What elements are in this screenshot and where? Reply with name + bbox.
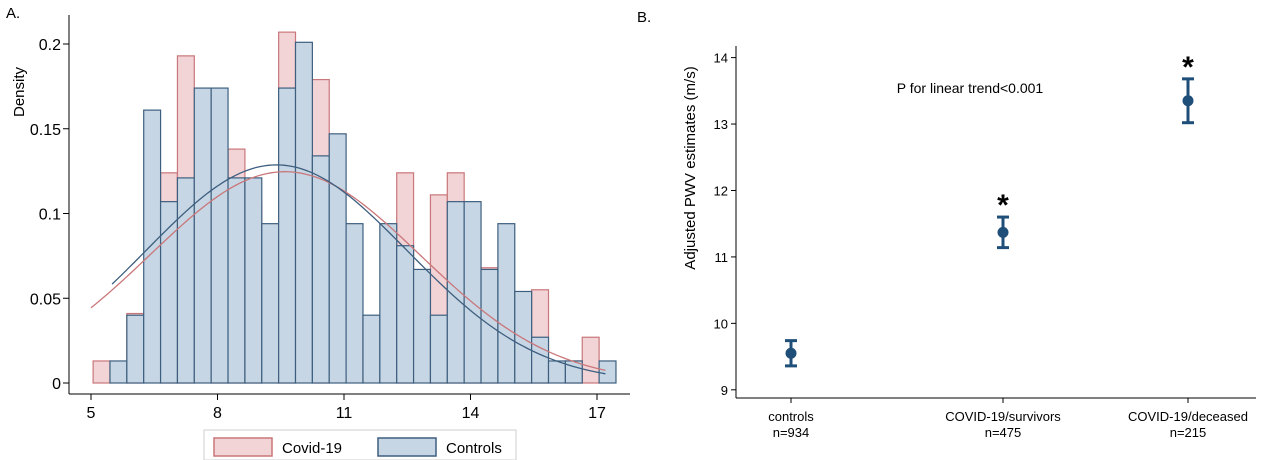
category-n-label: n=215 bbox=[1170, 425, 1207, 440]
controls-bar bbox=[210, 87, 229, 384]
controls-bar bbox=[193, 87, 212, 384]
controls-bar bbox=[497, 223, 516, 384]
panel-a-y-tick-label: 0.05 bbox=[30, 291, 61, 308]
controls-bar bbox=[531, 336, 550, 384]
panel-a-y-axis-label: Density bbox=[11, 66, 28, 117]
controls-bar bbox=[396, 245, 415, 384]
panel-a-x-tick-label: 11 bbox=[336, 405, 353, 422]
estimate-point bbox=[997, 226, 1009, 238]
covid-19-density-curve bbox=[90, 171, 606, 372]
linear-trend-annotation: P for linear trend<0.001 bbox=[897, 80, 1044, 96]
controls-bar bbox=[345, 223, 364, 384]
category-label: COVID-19/deceased bbox=[1128, 409, 1248, 424]
legend-swatch-controls bbox=[377, 437, 437, 457]
controls-bar bbox=[126, 314, 145, 384]
controls-bar bbox=[261, 223, 280, 384]
panel-a-label: A. bbox=[6, 5, 20, 22]
controls-bar bbox=[159, 201, 179, 384]
controls-bar bbox=[412, 268, 432, 384]
panel-a-y-tick-label: 0.2 bbox=[39, 37, 61, 54]
controls-bar bbox=[514, 290, 533, 384]
legend-label-covid-19: Covid-19 bbox=[282, 440, 342, 457]
controls-bar bbox=[598, 360, 617, 384]
panel-a-x-tick-label: 5 bbox=[87, 405, 96, 422]
controls-bar bbox=[379, 223, 398, 384]
panel-b-y-tick-label: 10 bbox=[714, 316, 728, 331]
controls-bar bbox=[328, 133, 347, 384]
panel-a-histogram: A. Density 0 0.05 0.1 0.15 0.2 5 8 11 14 17 Covid… bbox=[6, 5, 630, 460]
controls-bar bbox=[480, 268, 499, 384]
panel-b-y-tick-label: 12 bbox=[714, 183, 728, 198]
legend-swatch-covid-19 bbox=[213, 437, 273, 457]
controls-bar bbox=[362, 314, 381, 384]
controls-bar bbox=[547, 360, 566, 384]
panel-b-y-tick-label: 9 bbox=[721, 383, 728, 398]
category-label: controls bbox=[768, 409, 814, 424]
category-n-label: n=475 bbox=[985, 425, 1022, 440]
panel-a-y-tick-label: 0.15 bbox=[30, 122, 61, 139]
controls-bar bbox=[176, 177, 195, 384]
density-curves bbox=[90, 164, 606, 375]
category-label: COVID-19/survivors bbox=[945, 409, 1061, 424]
panel-b-estimates: B. Adjusted PWV estimates (m/s) P for li… bbox=[637, 9, 1256, 440]
legend-label-controls: Controls bbox=[446, 440, 502, 457]
estimate-point bbox=[785, 347, 797, 359]
covid-19-bar bbox=[581, 336, 600, 384]
controls-bars bbox=[109, 41, 617, 384]
significance-marker: * bbox=[1182, 51, 1194, 84]
controls-bar bbox=[244, 177, 263, 384]
panel-b-label: B. bbox=[637, 9, 651, 26]
panel-a-y-tick-label: 0.1 bbox=[39, 207, 61, 224]
controls-bar bbox=[429, 314, 448, 384]
panel-a-x-tick-label: 17 bbox=[588, 405, 606, 422]
category-n-label: n=934 bbox=[773, 425, 810, 440]
panel-b-y-axis-label: Adjusted PWV estimates (m/s) bbox=[682, 66, 699, 269]
covid-19-bar bbox=[92, 360, 111, 384]
controls-bar bbox=[294, 41, 313, 384]
estimate-point bbox=[1182, 95, 1194, 107]
panel-a-y-tick-label: 0 bbox=[52, 376, 61, 393]
panel-b-y-tick-label: 13 bbox=[714, 117, 728, 132]
controls-bar bbox=[311, 155, 330, 384]
controls-bar bbox=[227, 177, 246, 384]
estimate-points: ** bbox=[785, 51, 1194, 368]
panel-a-axes: 0 0.05 0.1 0.15 0.2 5 8 11 14 17 bbox=[30, 15, 630, 422]
controls-density-curve bbox=[111, 164, 606, 375]
significance-marker: * bbox=[997, 189, 1009, 222]
panel-b-y-tick-label: 11 bbox=[715, 250, 729, 265]
panel-a-x-tick-label: 8 bbox=[213, 405, 222, 422]
controls-bar bbox=[278, 87, 297, 384]
legend: Covid-19 Controls bbox=[203, 429, 517, 460]
panel-b-y-tick-label: 14 bbox=[714, 51, 728, 66]
controls-bar bbox=[109, 360, 128, 384]
controls-bar bbox=[463, 201, 482, 384]
panel-a-x-tick-label: 14 bbox=[462, 405, 480, 422]
